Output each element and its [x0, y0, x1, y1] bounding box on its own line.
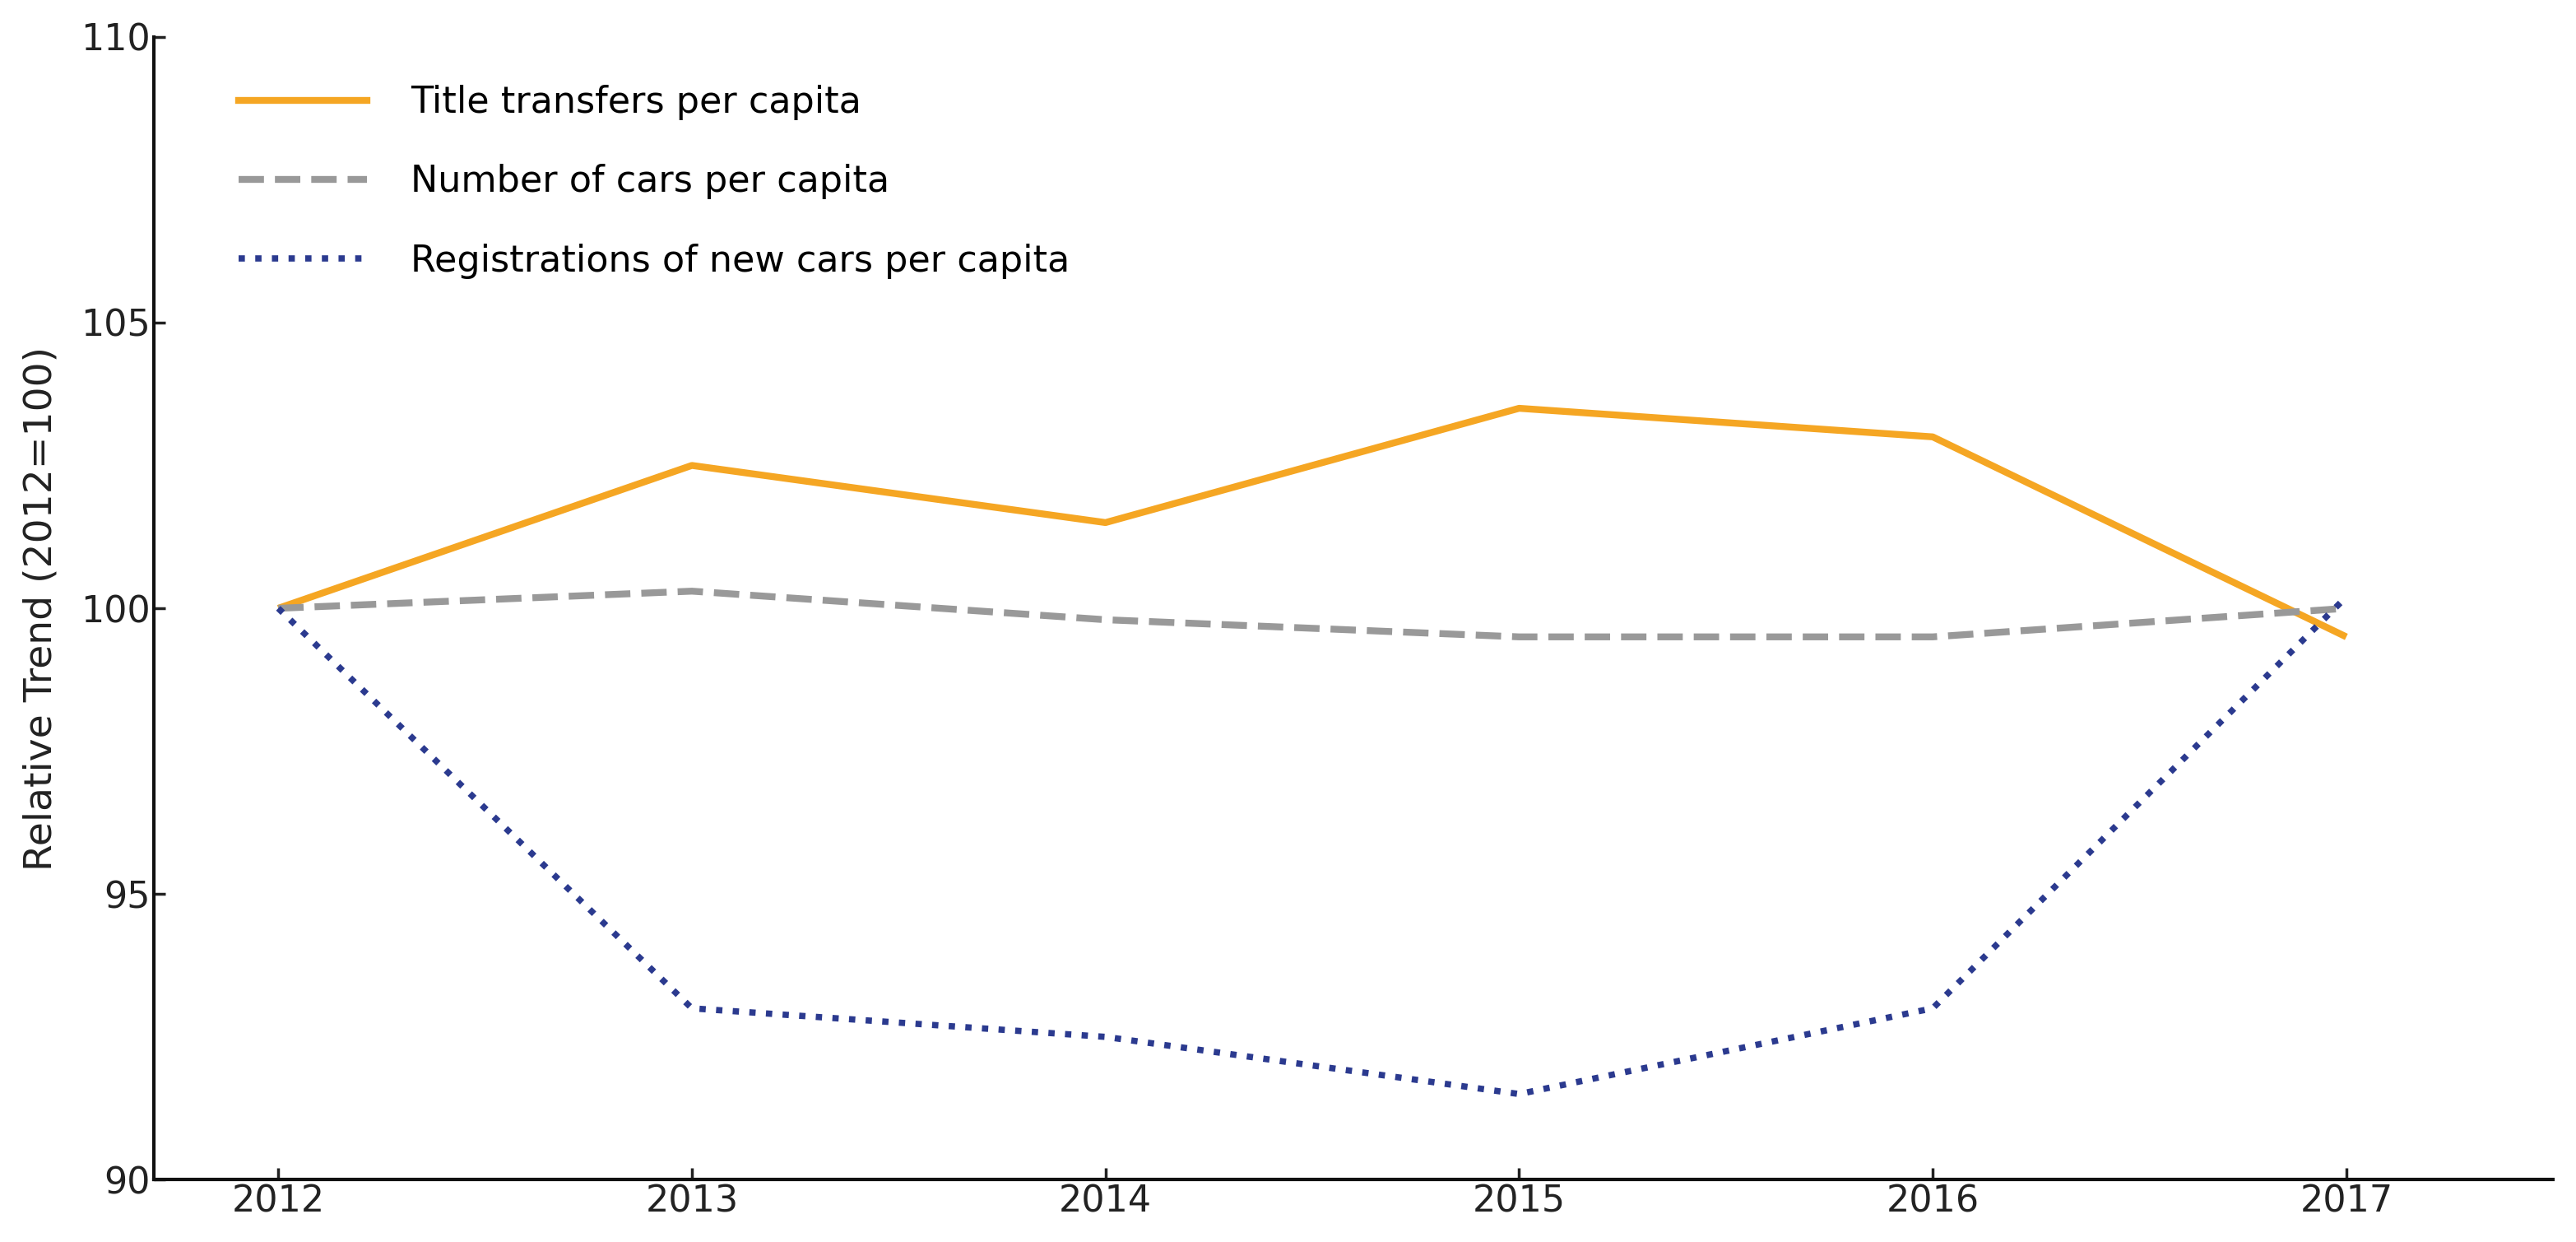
Title transfers per capita: [2331, 630, 2362, 645]
Registrations of new cars per capita: [677, 1001, 708, 1016]
Registrations of new cars per capita: [2331, 590, 2362, 605]
Number of cars per capita: [1504, 630, 1535, 645]
Registrations of new cars per capita: [1504, 1087, 1535, 1102]
Title transfers per capita: [1917, 430, 1947, 445]
Title transfers per capita: [677, 458, 708, 473]
Line: Title transfers per capita: Title transfers per capita: [278, 409, 2347, 637]
Number of cars per capita: [1917, 630, 1947, 645]
Title transfers per capita: [263, 601, 294, 616]
Number of cars per capita: [263, 601, 294, 616]
Line: Number of cars per capita: Number of cars per capita: [278, 591, 2347, 637]
Registrations of new cars per capita: [1090, 1030, 1121, 1045]
Number of cars per capita: [677, 584, 708, 599]
Y-axis label: Relative Trend (2012=100): Relative Trend (2012=100): [23, 347, 59, 871]
Number of cars per capita: [2331, 601, 2362, 616]
Number of cars per capita: [1090, 612, 1121, 627]
Registrations of new cars per capita: [263, 601, 294, 616]
Registrations of new cars per capita: [1917, 1001, 1947, 1016]
Legend: Title transfers per capita, Number of cars per capita, Registrations of new cars: Title transfers per capita, Number of ca…: [222, 67, 1087, 297]
Title transfers per capita: [1504, 401, 1535, 416]
Title transfers per capita: [1090, 515, 1121, 530]
Line: Registrations of new cars per capita: Registrations of new cars per capita: [278, 597, 2347, 1094]
